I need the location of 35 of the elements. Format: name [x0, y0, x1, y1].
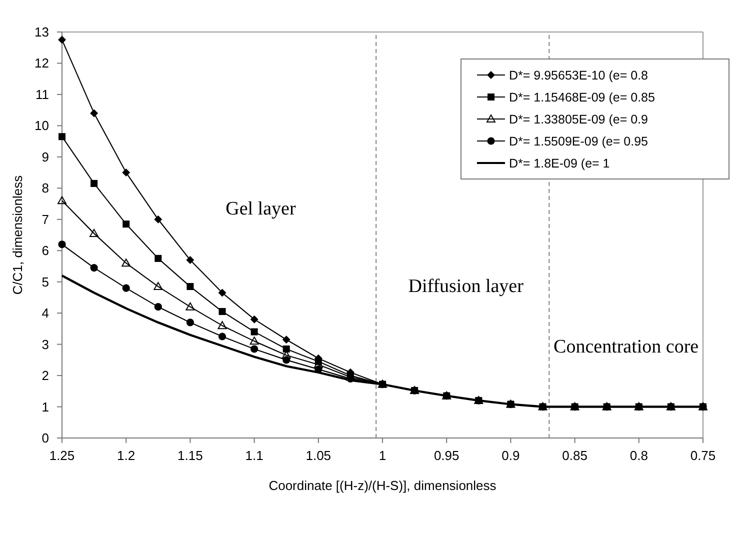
x-tick-label: 1.05 — [306, 448, 332, 463]
x-tick-label: 1.1 — [245, 448, 264, 463]
y-tick-label: 1 — [42, 399, 49, 414]
annotation: Gel layer — [226, 198, 296, 220]
x-tick-label: 0.85 — [562, 448, 588, 463]
legend-label: D*= 9.95653E-10 (e= 0.8 — [509, 68, 648, 82]
y-tick-label: 4 — [42, 306, 49, 321]
legend-label: D*= 1.15468E-09 (e= 0.85 — [509, 90, 655, 104]
y-tick-label: 3 — [42, 336, 49, 352]
y-tick-label: 8 — [42, 180, 49, 196]
y-tick-label: 6 — [42, 243, 49, 258]
x-tick-label: 0.9 — [502, 448, 520, 463]
legend-label: D*= 1.5509E-09 (e= 0.95 — [509, 134, 648, 148]
y-tick-label: 0 — [42, 430, 49, 446]
y-tick-label: 5 — [42, 274, 49, 290]
x-tick-label: 1.2 — [117, 448, 136, 463]
x-tick-label: 1.15 — [178, 448, 203, 463]
x-tick-label: 0.95 — [434, 448, 460, 463]
legend-label: D*= 1.33805E-09 (e= 0.9 — [509, 112, 648, 126]
x-tick-label: 0.75 — [690, 448, 716, 463]
y-tick-label: 10 — [34, 118, 49, 134]
x-tick-label: 0.8 — [630, 448, 648, 463]
y-tick-label: 11 — [36, 86, 49, 102]
y-tick-label: 13 — [34, 24, 49, 40]
annotation: Concentration core — [554, 336, 699, 358]
annotation: Diffusion layer — [408, 276, 524, 297]
legend-label: D*= 1.8E-09 (e= 1 — [509, 156, 610, 170]
x-tick-label: 1.25 — [49, 448, 75, 463]
y-tick-label: 2 — [42, 368, 49, 384]
x-axis-title: Coordinate [(H-z)/(H-S)], dimensionless — [268, 478, 497, 493]
y-tick-label: 12 — [34, 56, 49, 71]
y-axis-title: C/C1, dimensionless — [10, 174, 25, 295]
y-tick-label: 7 — [42, 212, 49, 227]
y-tick-label: 9 — [42, 149, 49, 164]
x-tick-label: 1 — [378, 448, 386, 463]
